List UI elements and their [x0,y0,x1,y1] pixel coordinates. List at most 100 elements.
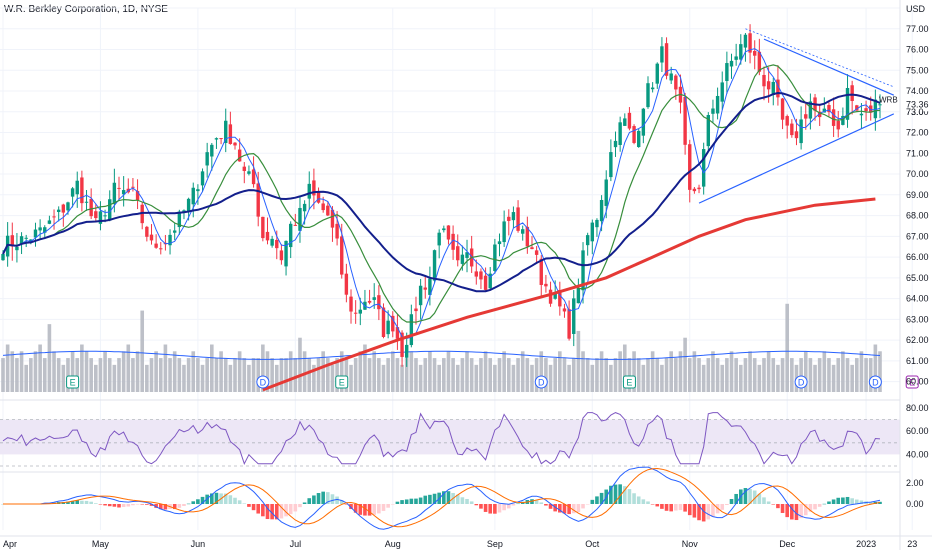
candle-body [172,230,177,233]
volume-bar [706,358,711,392]
candle-body [790,123,794,136]
dividend-marker-shape [256,375,270,389]
macd-histogram-bar [646,501,650,504]
macd-histogram-bar [428,494,432,504]
candle-body [585,235,590,246]
macd-line [3,466,881,530]
candle-body [836,120,840,130]
volume-bar [163,344,168,392]
moving-average-lines [2,48,881,392]
volume-bar [98,358,103,392]
macd-histogram-bar [511,504,516,506]
volume-bar [878,351,882,392]
candle-body [321,203,325,211]
macd-histogram-bar [284,504,288,517]
price-tick-label: 69.00 [906,190,929,200]
candle-body [465,252,469,258]
candle-body [581,250,585,291]
volume-bar [636,358,641,392]
candle-body [632,126,636,143]
macd-histogram-bar [544,504,548,506]
volume-bar [149,358,154,392]
earnings-marker: E [622,375,636,389]
dividend-marker-shape [868,375,882,389]
candle-body [655,63,659,84]
volume-bar [817,358,822,392]
macd-histogram-bar [145,504,149,505]
candle-body [618,122,622,145]
candle-body [312,180,316,196]
candle-body [131,186,135,188]
triangle-dotted-line [745,28,894,88]
candle-body [400,332,404,357]
macd-histogram-bar [711,504,715,517]
candle-body [279,250,284,261]
volume-bar [725,358,729,392]
volume-bar [752,358,757,392]
candle-body [511,212,516,221]
volume-bar [219,351,223,392]
candle-body [103,215,107,217]
time-tick-label: 2023 [856,539,876,549]
macd-histogram-bar [121,504,126,508]
volume-bar [790,358,794,392]
macd-histogram-bar [400,500,404,504]
volume-bar [288,351,293,392]
candle-body [66,202,70,211]
volume-bar [734,358,738,392]
dividend-marker: D [868,375,882,389]
time-tick-label: Apr [3,539,17,549]
candle-body [224,120,228,143]
macd-histogram-bar [650,504,655,505]
macd-histogram-bar [692,504,697,518]
volume-bar [539,351,544,392]
candle-body [94,211,98,219]
price-tick-label: 66.00 [906,252,929,262]
earnings-marker-shape [66,375,80,389]
volume-bar [771,358,776,392]
volume-bar [646,358,650,392]
candle-body [869,105,873,113]
macd-histogram-bar [84,500,89,504]
candle-body [353,312,358,314]
time-tick-label: Oct [585,539,600,549]
macd-histogram-bar [497,504,502,513]
macd-histogram-bar [302,502,307,504]
candle-body [256,183,260,217]
macd-histogram-bar [678,504,683,511]
volume-bar [599,351,604,392]
candle-body [75,180,79,195]
macd-histogram-bar [674,504,678,511]
macd-histogram-bar [191,501,196,504]
macd-histogram-bar [367,504,372,516]
macd-histogram-bar [242,503,247,504]
price-tick-label: 76.00 [906,45,929,55]
event-marker-label: E [339,378,345,388]
macd-histogram-bar [831,499,836,504]
macd-histogram-bar [780,504,785,513]
volume-bar [590,364,595,392]
macd-histogram-bar [182,504,186,506]
macd-histogram-bar [316,493,321,504]
candle-body [817,111,822,118]
candle-body [646,83,650,108]
volume-bar [442,358,446,392]
candle-body [748,33,752,53]
price-tick-label: 72.00 [906,128,929,138]
macd-histogram-bar [567,504,571,515]
macd-histogram-bar [641,499,646,504]
volume-bar [84,351,89,392]
volume-bar [52,351,56,392]
candle-body [697,187,701,190]
volume-bar [1,358,5,392]
candle-body [701,149,706,187]
volume-bar [432,358,437,392]
macd-histogram-bar [395,501,400,504]
price-tick-label: 67.00 [906,231,929,241]
volume-bar [711,351,715,392]
macd-histogram-bar [757,493,762,504]
macd-histogram-bar [247,504,251,507]
macd-histogram-bar [799,504,803,519]
candle-body [827,105,831,113]
